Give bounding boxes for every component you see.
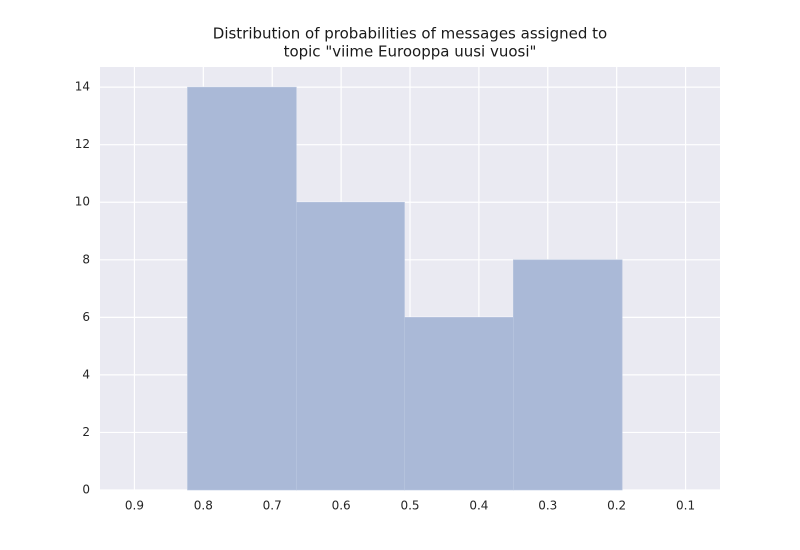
- x-tick-label: 0.9: [125, 499, 144, 513]
- x-tick-label: 0.6: [332, 499, 351, 513]
- y-tick-label: 2: [82, 425, 90, 439]
- bar: [513, 259, 623, 491]
- bar: [187, 86, 297, 491]
- chart-title: topic "viime Eurooppa uusi vuosi": [284, 43, 537, 61]
- x-tick-label: 0.3: [538, 499, 557, 513]
- x-tick-label: 0.7: [263, 499, 282, 513]
- y-tick-label: 6: [82, 310, 90, 324]
- y-tick-label: 10: [75, 195, 90, 209]
- x-tick-label: 0.4: [469, 499, 488, 513]
- bar: [296, 201, 405, 491]
- x-tick-label: 0.1: [676, 499, 695, 513]
- x-tick-label: 0.8: [194, 499, 213, 513]
- x-tick-label: 0.2: [607, 499, 626, 513]
- bars: [187, 86, 623, 491]
- x-tick-label: 0.5: [400, 499, 419, 513]
- y-tick-label: 12: [75, 137, 90, 151]
- tick-labels: 0 2 4 6 8 10 12 14 0.9 0.8 0.7 0.6 0.5 0.4 0.3 0.2 0.1: [75, 80, 695, 513]
- y-tick-label: 0: [82, 483, 90, 497]
- y-tick-label: 8: [82, 252, 90, 266]
- bar: [404, 317, 514, 491]
- y-tick-label: 14: [75, 80, 90, 94]
- y-tick-label: 4: [82, 367, 90, 381]
- chart-title: Distribution of probabilities of message…: [213, 25, 607, 43]
